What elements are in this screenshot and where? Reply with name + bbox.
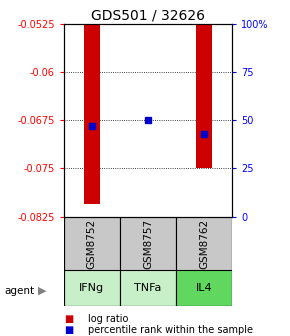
Bar — [176, 270, 232, 306]
Text: GSM8752: GSM8752 — [87, 218, 97, 269]
Text: ■: ■ — [64, 325, 73, 335]
Bar — [64, 217, 120, 270]
Text: ▶: ▶ — [38, 286, 46, 296]
Title: GDS501 / 32626: GDS501 / 32626 — [91, 8, 205, 23]
Bar — [120, 270, 176, 306]
Text: GSM8757: GSM8757 — [143, 218, 153, 269]
Text: agent: agent — [4, 286, 35, 296]
Text: IL4: IL4 — [196, 283, 212, 293]
Text: TNFa: TNFa — [134, 283, 162, 293]
Text: percentile rank within the sample: percentile rank within the sample — [88, 325, 253, 335]
Bar — [140, 24, 156, 25]
Bar — [176, 217, 232, 270]
Bar — [64, 270, 120, 306]
Bar — [84, 24, 100, 204]
Text: ■: ■ — [64, 313, 73, 324]
Text: GSM8762: GSM8762 — [199, 218, 209, 269]
Text: IFNg: IFNg — [79, 283, 104, 293]
Bar — [196, 24, 212, 168]
Bar — [120, 217, 176, 270]
Text: log ratio: log ratio — [88, 313, 129, 324]
